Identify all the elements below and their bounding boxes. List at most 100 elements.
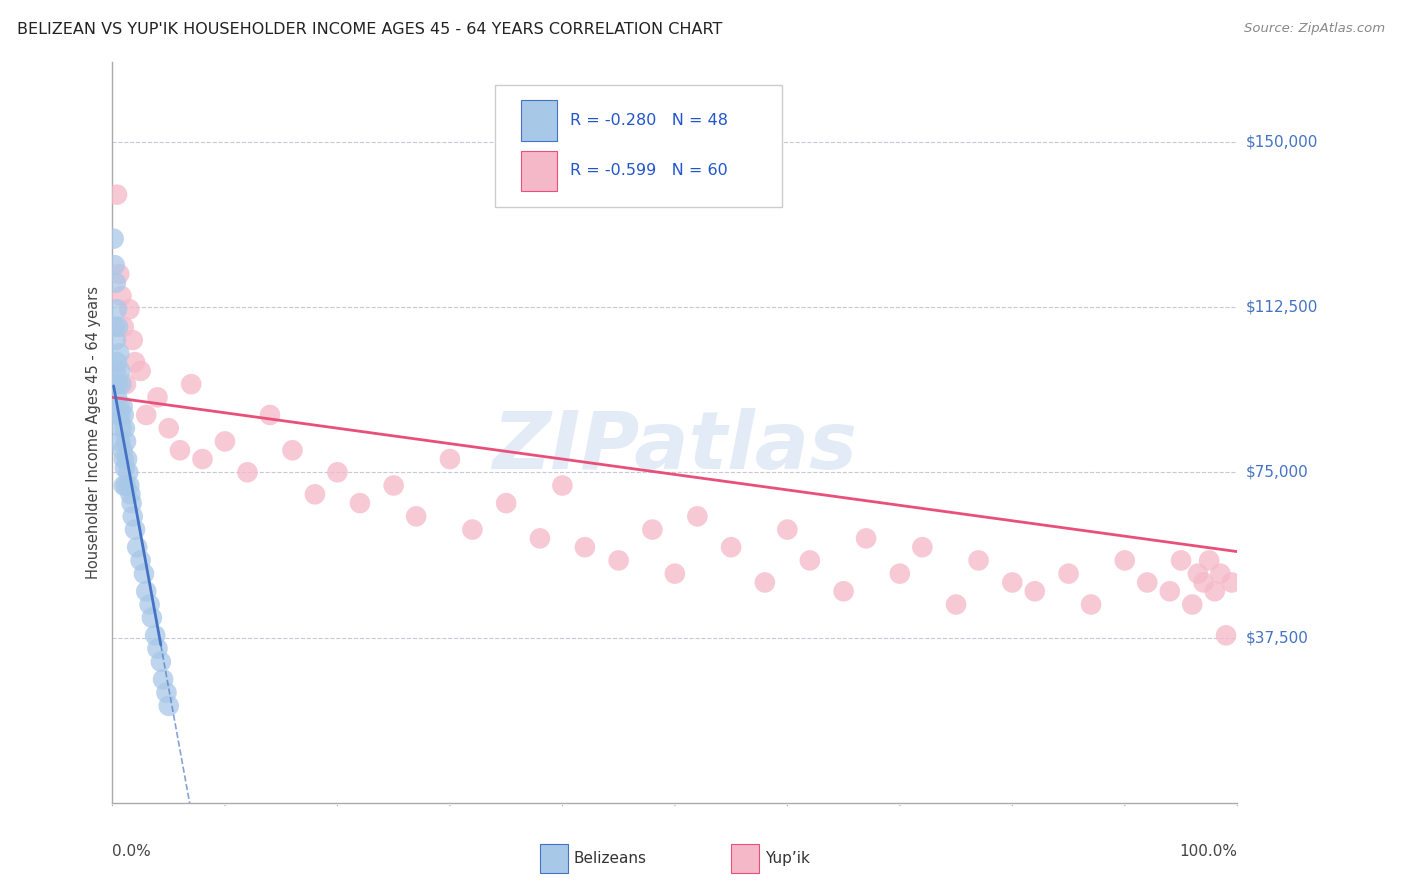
Point [110, 364, 132, 378]
Point [439, 452, 461, 467]
Point [110, 377, 132, 392]
Point [105, 355, 128, 369]
Point [108, 399, 131, 413]
Point [115, 377, 138, 392]
Point [551, 478, 574, 492]
Point [117, 465, 139, 479]
Point [111, 443, 134, 458]
Point [754, 575, 776, 590]
Text: R = -0.280   N = 48: R = -0.280 N = 48 [571, 113, 728, 128]
Point [967, 553, 990, 567]
Point [1170, 553, 1192, 567]
Point [1220, 575, 1243, 590]
Text: $37,500: $37,500 [1246, 630, 1309, 645]
Point [110, 289, 132, 303]
Point [104, 258, 127, 272]
Point [146, 390, 169, 404]
Point [607, 553, 630, 567]
Bar [520, 151, 557, 192]
Point [141, 610, 163, 624]
Bar [540, 844, 568, 873]
Point [776, 523, 799, 537]
Point [143, 628, 166, 642]
Point [115, 452, 138, 467]
Text: Belizeans: Belizeans [574, 851, 647, 866]
Point [118, 302, 141, 317]
Point [157, 698, 180, 713]
Point [1159, 584, 1181, 599]
Point [1181, 598, 1204, 612]
Point [1080, 598, 1102, 612]
Text: 100.0%: 100.0% [1180, 844, 1237, 858]
Text: BELIZEAN VS YUP'IK HOUSEHOLDER INCOME AGES 45 - 64 YEARS CORRELATION CHART: BELIZEAN VS YUP'IK HOUSEHOLDER INCOME AG… [17, 22, 723, 37]
Point [180, 377, 202, 392]
Point [114, 461, 136, 475]
Point [115, 434, 138, 449]
Point [382, 478, 405, 492]
Point [118, 478, 141, 492]
Point [107, 377, 129, 392]
Point [105, 390, 128, 404]
Text: ZIPatlas: ZIPatlas [492, 409, 858, 486]
Point [104, 364, 127, 378]
Point [114, 421, 136, 435]
Point [111, 399, 134, 413]
Point [121, 496, 143, 510]
Point [135, 584, 157, 599]
Point [259, 408, 281, 422]
Point [495, 496, 517, 510]
Point [945, 598, 967, 612]
Point [1215, 628, 1237, 642]
Point [832, 584, 855, 599]
Point [129, 364, 152, 378]
Point [720, 540, 742, 554]
Point [349, 496, 371, 510]
Point [855, 532, 877, 546]
Y-axis label: Householder Income Ages 45 - 64 years: Householder Income Ages 45 - 64 years [86, 286, 101, 579]
Point [132, 566, 155, 581]
Point [105, 187, 128, 202]
Text: $150,000: $150,000 [1246, 135, 1317, 149]
Point [103, 232, 125, 246]
Point [1057, 566, 1080, 581]
Point [1192, 575, 1215, 590]
Point [110, 408, 132, 422]
Point [120, 487, 142, 501]
Point [169, 443, 191, 458]
Text: $112,500: $112,500 [1246, 300, 1317, 315]
Point [108, 346, 131, 360]
Point [1204, 584, 1226, 599]
Point [1136, 575, 1159, 590]
Text: $75,000: $75,000 [1246, 465, 1309, 480]
Point [281, 443, 304, 458]
FancyBboxPatch shape [495, 85, 782, 207]
Point [236, 465, 259, 479]
Point [889, 566, 911, 581]
Point [112, 319, 135, 334]
Point [104, 319, 127, 334]
Point [138, 598, 160, 612]
Bar [520, 100, 557, 141]
Point [104, 333, 127, 347]
Point [121, 333, 143, 347]
Point [529, 532, 551, 546]
Point [127, 540, 149, 554]
Point [112, 452, 135, 467]
Point [155, 685, 177, 699]
Point [1209, 566, 1232, 581]
Point [124, 523, 146, 537]
Point [157, 421, 180, 435]
Point [1114, 553, 1136, 567]
Point [112, 478, 135, 492]
Point [115, 478, 138, 492]
Point [326, 465, 349, 479]
Point [107, 408, 129, 422]
Point [108, 267, 131, 281]
Point [110, 421, 132, 435]
Point [149, 655, 172, 669]
Point [129, 553, 152, 567]
Point [104, 276, 127, 290]
Point [405, 509, 427, 524]
Point [121, 509, 143, 524]
Point [112, 408, 135, 422]
